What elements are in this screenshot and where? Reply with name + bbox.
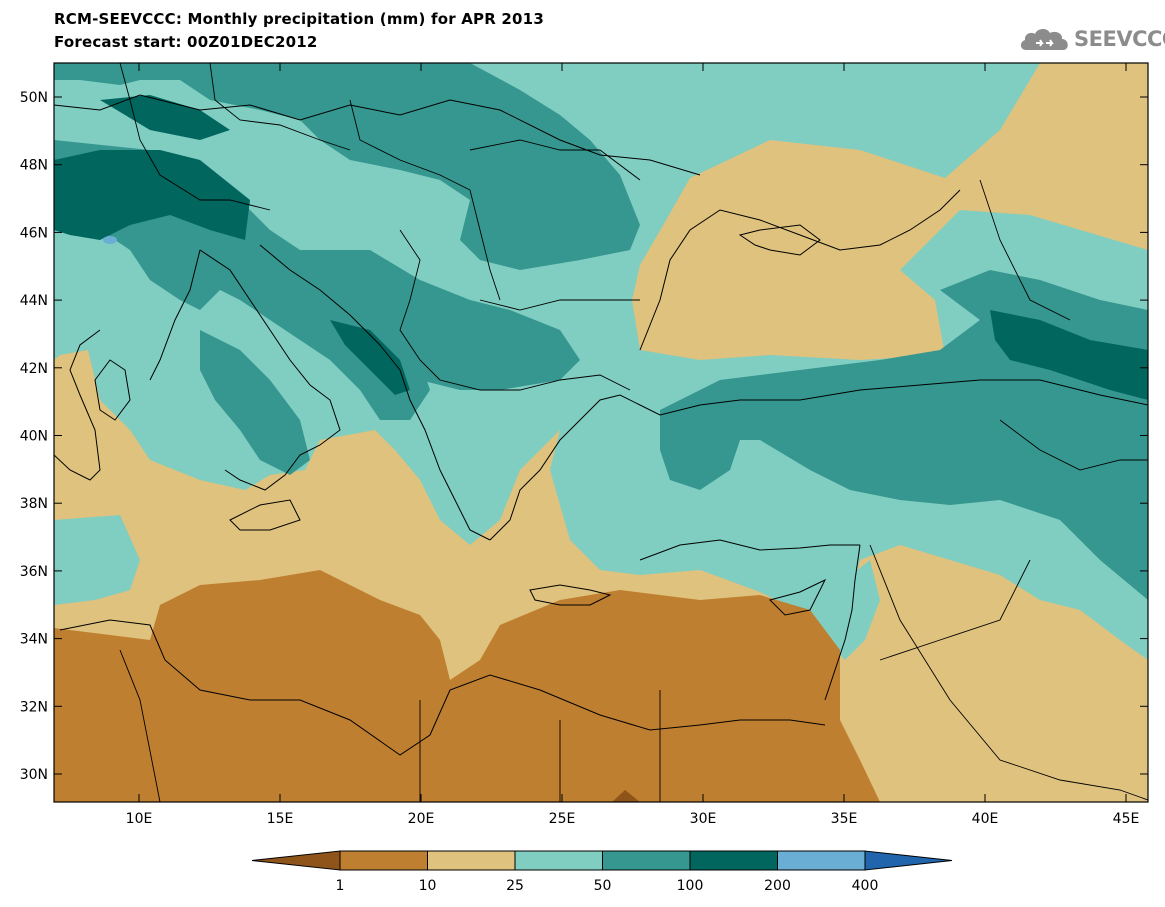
legend-label: 400 — [852, 878, 879, 894]
cloud-icon — [1020, 28, 1068, 50]
coastlines — [54, 94, 1148, 756]
legend-label: 200 — [764, 878, 791, 894]
lon-label: 30E — [690, 811, 717, 827]
field-wet-dark-north — [100, 95, 230, 140]
field-wet-light-cyprus-lane — [845, 560, 880, 660]
legend-label: 10 — [419, 878, 437, 894]
lon-label: 35E — [831, 811, 858, 827]
field-wet-mid-central-europe — [54, 63, 640, 270]
lat-label: 40N — [20, 429, 48, 445]
lon-label: 25E — [549, 811, 576, 827]
field-wet-dark-west — [54, 150, 250, 240]
color-legend: 1 10 25 50 100 200 400 — [251, 850, 953, 894]
precipitation-fields — [54, 63, 1148, 802]
legend-label: 100 — [677, 878, 704, 894]
lat-label: 36N — [20, 564, 48, 580]
field-wet-light — [54, 63, 1148, 660]
legend-swatch — [777, 850, 866, 871]
map-title: RCM-SEEVCCC: Monthly precipitation (mm) … — [54, 10, 544, 28]
lat-label: 34N — [20, 632, 48, 648]
legend-label: 1 — [336, 878, 345, 894]
lon-label: 20E — [408, 811, 435, 827]
map-frame — [53, 62, 1149, 803]
lat-label: 44N — [20, 293, 48, 309]
field-dry-dark — [54, 570, 880, 802]
lat-label: 32N — [20, 699, 48, 715]
lat-label: 42N — [20, 361, 48, 377]
longitude-axis: 10E 15E 20E 25E 30E 35E 40E 45E — [126, 63, 1140, 827]
legend-label: 50 — [594, 878, 612, 894]
lat-label: 46N — [20, 225, 48, 241]
lon-label: 45E — [1113, 811, 1140, 827]
lat-label: 38N — [20, 496, 48, 512]
latitude-axis: 50N 48N 46N 44N 42N 40N 38N 36N 34N 32N 30N — [20, 90, 1148, 783]
legend-swatch — [339, 850, 428, 871]
lon-label: 40E — [972, 811, 999, 827]
field-dry-dark-southeast — [612, 790, 640, 802]
field-wet-mid-italy-south — [200, 330, 310, 475]
logo-text: SEEVCCC — [1074, 27, 1165, 51]
lat-label: 30N — [20, 767, 48, 783]
field-heavy-spot — [103, 236, 117, 244]
map-subtitle: Forecast start: 00Z01DEC2012 — [54, 33, 318, 51]
lon-label: 10E — [126, 811, 153, 827]
field-wet-dark-adriatic — [330, 320, 410, 395]
legend-swatch — [602, 850, 691, 871]
field-wet-mid-balkans — [300, 250, 580, 390]
country-borders — [119, 63, 1148, 802]
seevccc-logo: SEEVCCC — [1018, 22, 1165, 56]
legend-arrow-left — [251, 850, 341, 871]
field-wet-dark-caucasus — [990, 310, 1148, 400]
lon-label: 15E — [267, 811, 294, 827]
legend-swatch — [689, 850, 778, 871]
field-wet-light-west — [54, 515, 140, 605]
legend-swatch — [514, 850, 603, 871]
legend-label: 25 — [506, 878, 524, 894]
legend-swatch — [427, 850, 516, 871]
lat-label: 48N — [20, 158, 48, 174]
legend-arrow-right — [864, 850, 953, 871]
lat-label: 50N — [20, 90, 48, 106]
